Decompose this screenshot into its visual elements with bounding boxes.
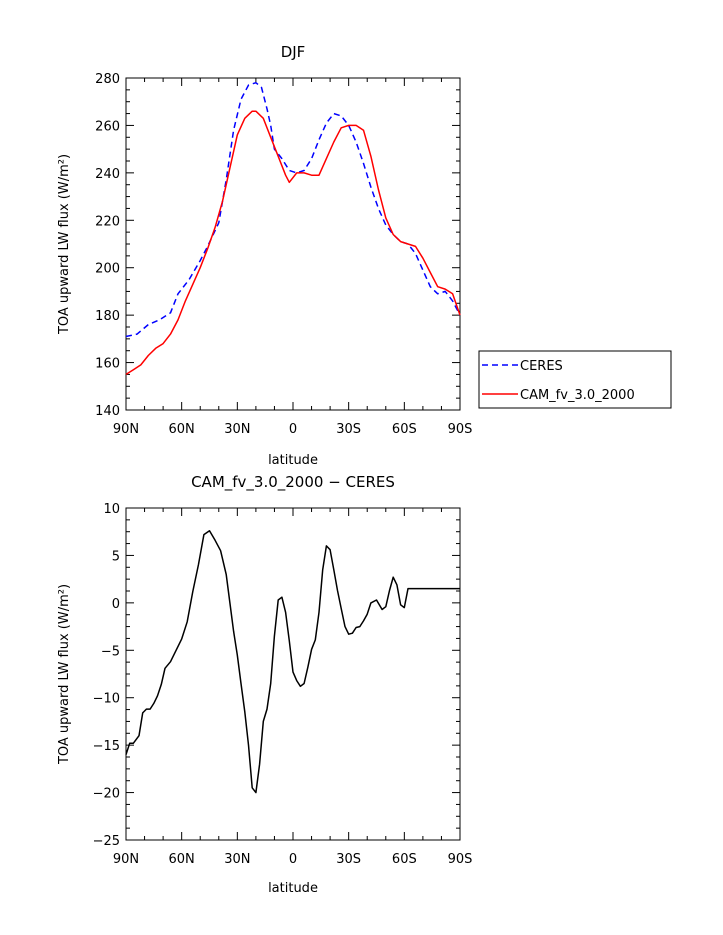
series-line-1-0 — [125, 530, 460, 794]
y-tick-label: 160 — [95, 357, 120, 372]
bottom-chart-frame — [125, 507, 461, 841]
bottom-chart-y-label: TOA upward LW flux (W/m²) — [57, 584, 72, 765]
y-tick-label: 5 — [112, 549, 120, 564]
y-tick-label: 240 — [95, 167, 120, 182]
y-tick-label: 200 — [95, 262, 120, 277]
x-tick-label: 90N — [113, 422, 139, 437]
y-tick-label: 10 — [103, 502, 120, 517]
y-tick-label: 260 — [95, 119, 120, 134]
x-tick-label: 90S — [448, 422, 473, 437]
x-tick-label: 30S — [336, 422, 361, 437]
x-tick-label: 30S — [336, 852, 361, 867]
x-tick-label: 90N — [113, 852, 139, 867]
legend: CERES CAM_fv_3.0_2000 — [478, 350, 672, 409]
legend-label-cam: CAM_fv_3.0_2000 — [520, 388, 635, 403]
bottom-chart-ticks: 90N 60N 30N 0 30S 60S 90S −25 −20 −15 −10 −5 0 5 10 — [93, 502, 473, 867]
legend-box — [478, 350, 672, 409]
top-chart-y-label: TOA upward LW flux (W/m²) — [57, 154, 72, 335]
y-tick-label: 280 — [95, 72, 120, 87]
series-line-0-0 — [125, 81, 461, 338]
top-chart: DJF 90N 60N 30N 0 30S 60S 90S 140 160 180 200 220 24… — [57, 43, 672, 468]
x-tick-label: 0 — [289, 422, 297, 437]
y-tick-label: −20 — [93, 787, 120, 802]
bottom-chart: CAM_fv_3.0_2000 − CERES 90N 60N 30N 0 30S 60S… — [57, 473, 472, 896]
x-tick-label: 30N — [224, 422, 250, 437]
y-tick-label: 0 — [112, 597, 120, 612]
y-tick-label: 180 — [95, 309, 120, 324]
x-tick-label: 30N — [224, 852, 250, 867]
x-tick-label: 60N — [169, 422, 195, 437]
y-tick-label: −15 — [93, 739, 120, 754]
top-chart-ticks: 90N 60N 30N 0 30S 60S 90S 140 160 180 200 220 240 260… — [95, 72, 472, 437]
series-line-0-1 — [125, 110, 461, 376]
bottom-chart-series — [125, 530, 460, 794]
top-chart-x-label: latitude — [268, 453, 318, 468]
x-tick-label: 60N — [169, 852, 195, 867]
x-tick-label: 90S — [448, 852, 473, 867]
top-chart-series — [125, 81, 461, 376]
legend-label-ceres: CERES — [520, 359, 563, 374]
y-tick-label: 220 — [95, 214, 120, 229]
x-tick-label: 60S — [392, 852, 417, 867]
x-tick-label: 0 — [289, 852, 297, 867]
y-tick-label: −25 — [93, 834, 120, 849]
y-tick-label: −5 — [101, 644, 120, 659]
y-tick-label: 140 — [95, 404, 120, 419]
x-tick-label: 60S — [392, 422, 417, 437]
top-chart-title: DJF — [281, 43, 306, 61]
bottom-chart-x-label: latitude — [268, 881, 318, 896]
bottom-chart-title: CAM_fv_3.0_2000 − CERES — [191, 473, 395, 492]
y-tick-label: −10 — [93, 692, 120, 707]
